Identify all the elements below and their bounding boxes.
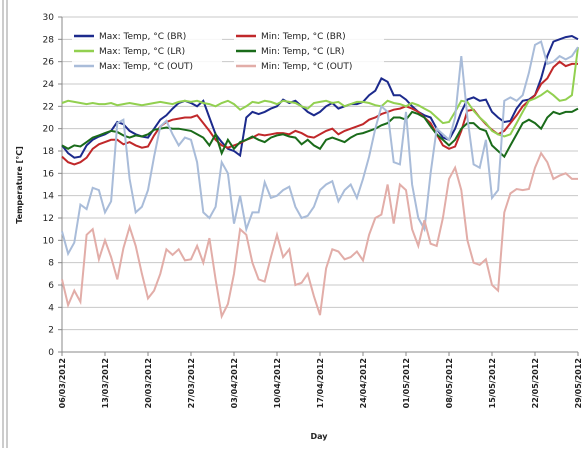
x-tick-label: 24/04/2012: [359, 358, 368, 408]
y-tick-label: 24: [43, 80, 55, 90]
y-tick-label: 2: [48, 326, 54, 336]
x-tick-label: 10/04/2012: [273, 358, 282, 408]
y-tick-label: 26: [43, 58, 55, 68]
x-tick-label: 29/05/2012: [574, 358, 583, 408]
legend-label: Max: Temp, °C (LR): [99, 47, 185, 57]
series-line: [61, 40, 579, 257]
y-tick-label: 28: [43, 35, 55, 45]
series-line: [61, 46, 579, 138]
series-line: [61, 151, 578, 320]
x-tick-label: 17/04/2012: [316, 358, 325, 408]
x-tick-label: 27/03/2012: [187, 358, 196, 408]
legend-label: Max: Temp, °C (BR): [99, 32, 186, 42]
y-tick-label: 30: [43, 13, 55, 23]
x-tick-label: 08/05/2012: [445, 358, 454, 408]
x-tick-label: 03/04/2012: [230, 358, 239, 408]
x-tick-label: 06/03/2012: [58, 358, 67, 408]
x-tick-label: 22/05/2012: [531, 358, 540, 408]
series-line: [61, 107, 579, 159]
x-tick-label: 20/03/2012: [144, 358, 153, 408]
legend-bg: [72, 60, 222, 72]
legend-label: Max: Temp, °C (OUT): [99, 62, 193, 72]
legend-bg: [234, 45, 384, 57]
y-tick-label: 14: [43, 192, 55, 202]
legend-bg: [234, 60, 384, 72]
y-tick-label: 20: [43, 125, 55, 135]
y-tick-label: 18: [43, 147, 55, 157]
y-tick-label: 6: [48, 281, 54, 291]
legend-bg: [234, 30, 384, 42]
x-tick-label: 13/03/2012: [101, 358, 110, 408]
y-tick-label: 8: [48, 259, 54, 269]
legend-bg: [72, 45, 222, 57]
y-tick-label: 22: [43, 102, 54, 112]
y-tick-label: 4: [48, 303, 54, 313]
legend-label: Min: Temp, °C (LR): [261, 47, 345, 57]
legend-bg: [72, 30, 222, 42]
x-tick-label: 15/05/2012: [488, 358, 497, 408]
y-tick-label: 16: [43, 169, 55, 179]
x-axis-title: Day: [310, 432, 328, 441]
x-tick-label: 01/05/2012: [402, 358, 411, 408]
y-tick-label: 12: [43, 214, 54, 224]
y-tick-label: 0: [48, 348, 54, 358]
y-tick-label: 10: [43, 236, 55, 246]
legend-label: Min: Temp, °C (BR): [261, 32, 346, 42]
legend-label: Min: Temp, °C (OUT): [261, 62, 352, 72]
series-line: [61, 34, 579, 159]
y-axis-title: Temperature [°C]: [15, 146, 24, 224]
